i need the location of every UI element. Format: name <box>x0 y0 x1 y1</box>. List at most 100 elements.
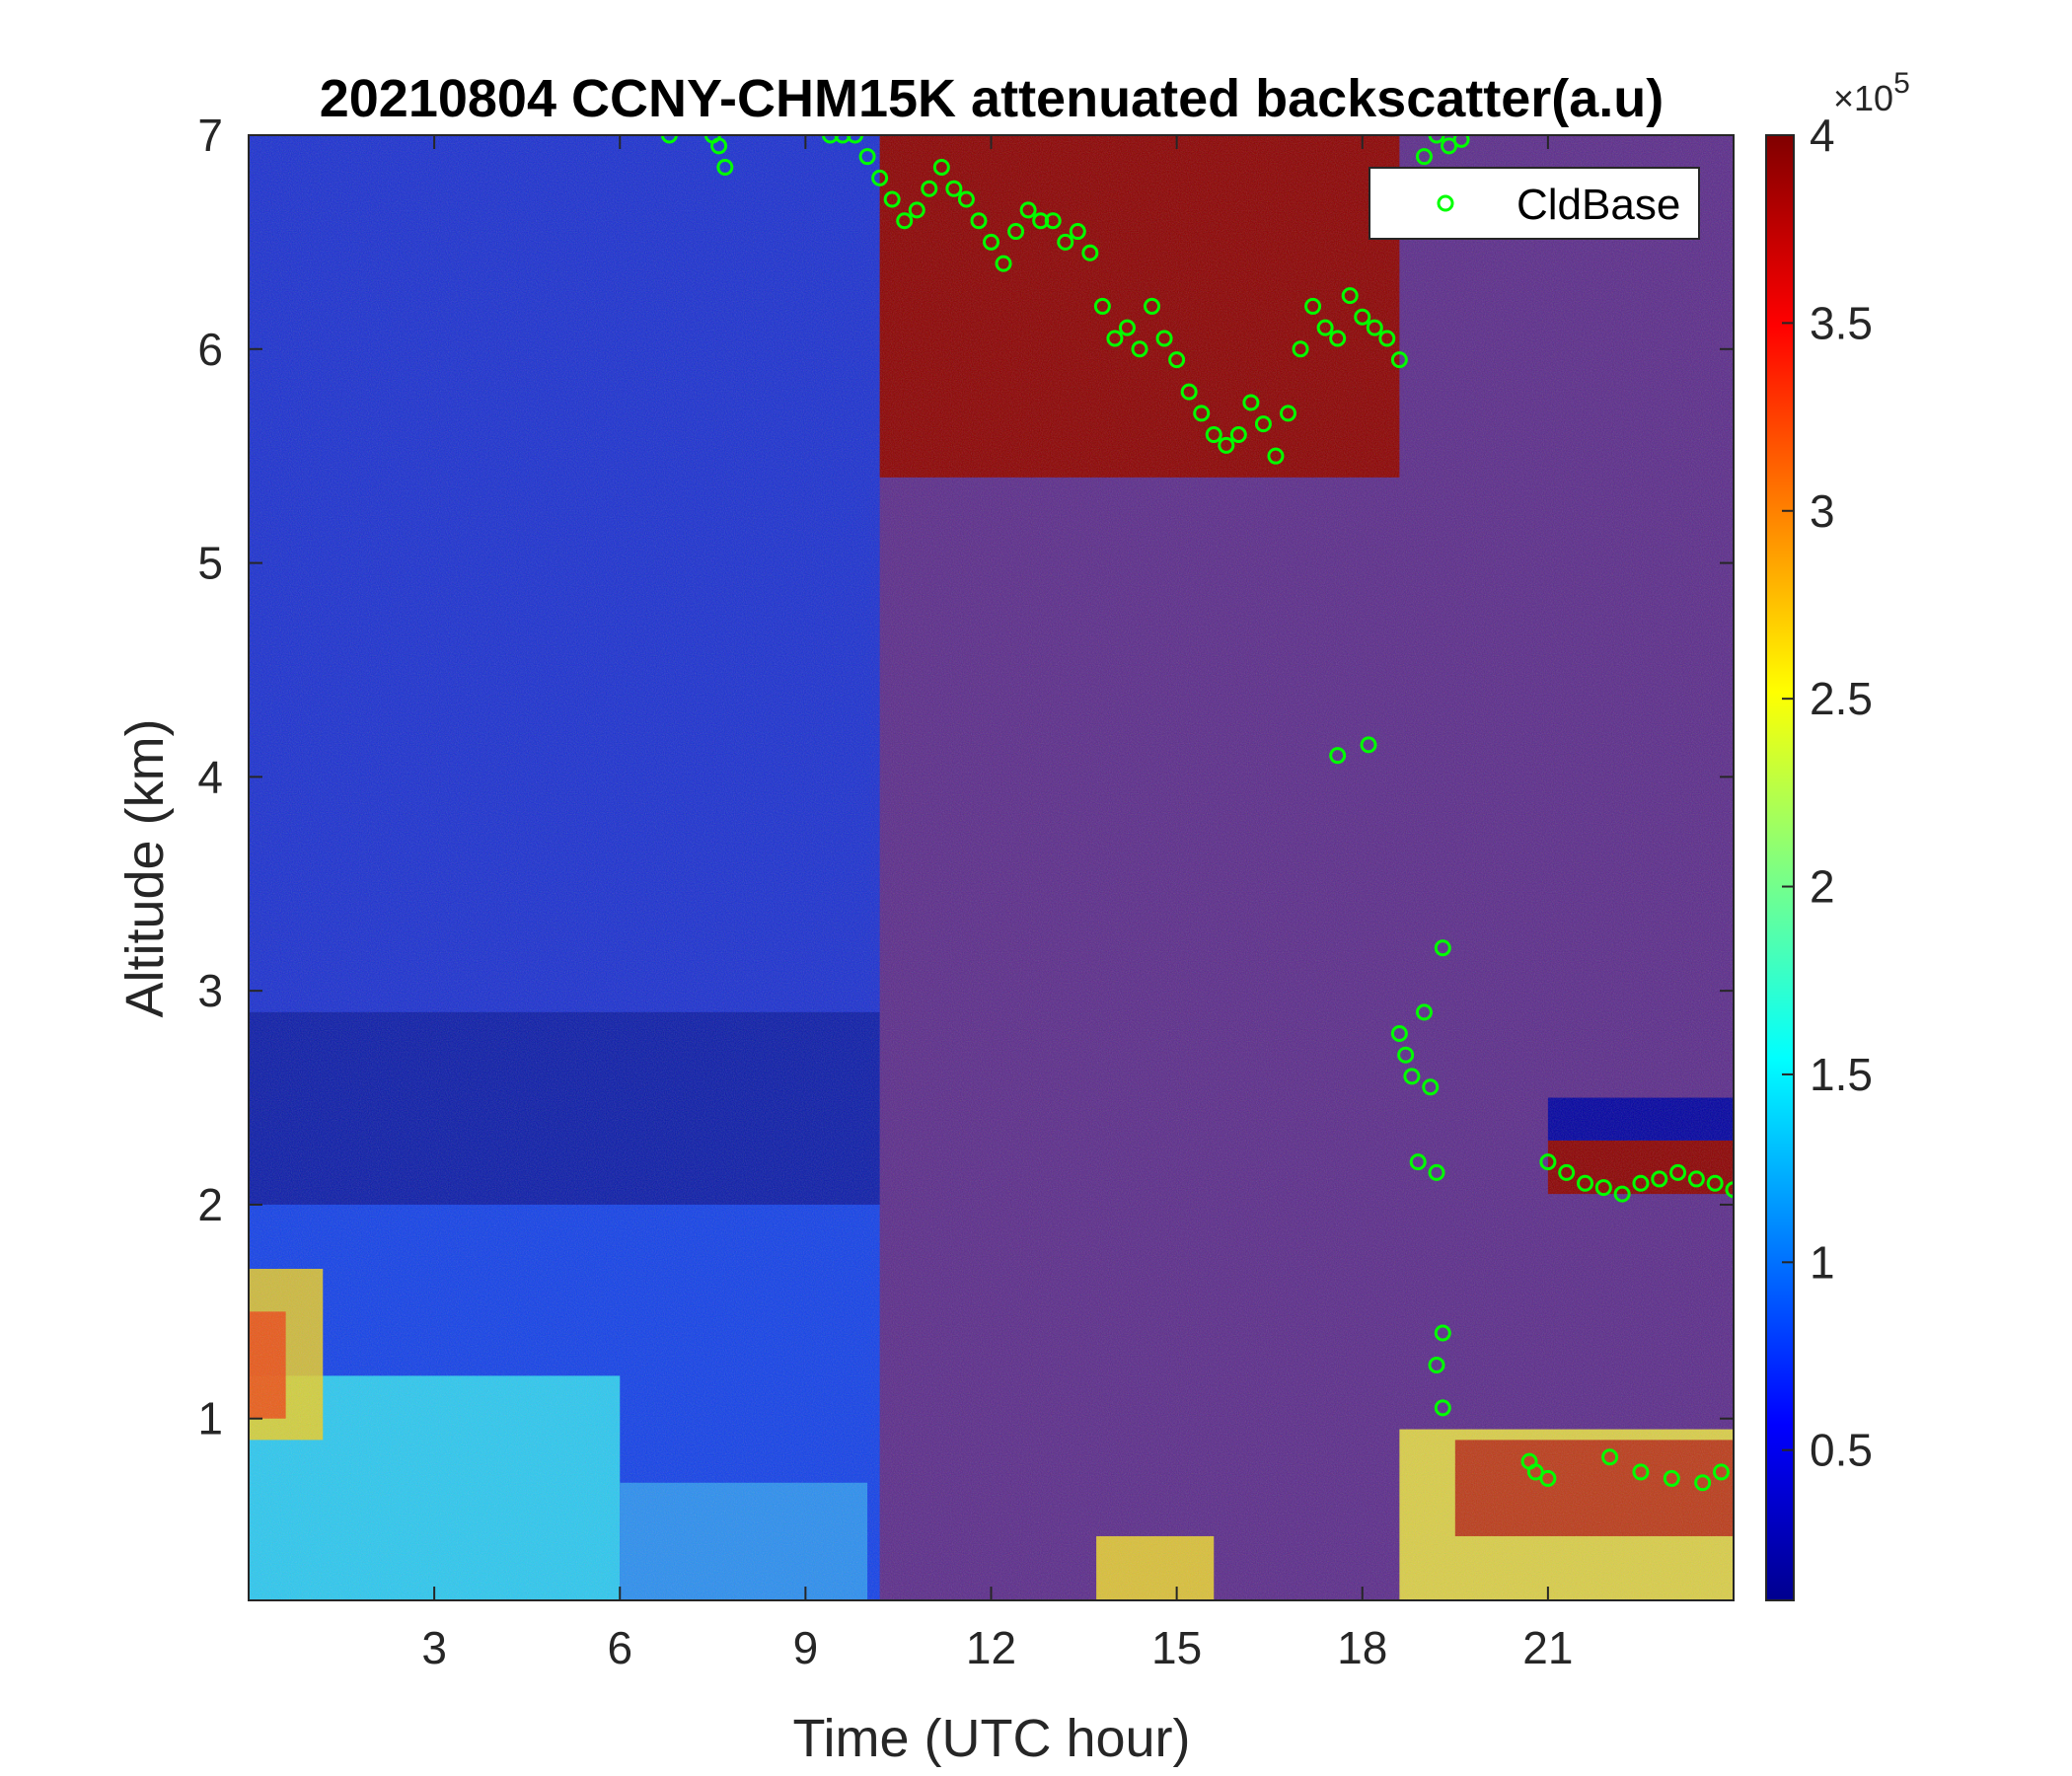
cldbase-series <box>660 135 1734 1492</box>
y-tick-label: 7 <box>197 110 223 161</box>
colorbar: 0.5 1 1.5 2 2.5 3 3.5 4 ×105 <box>1765 67 1910 1601</box>
cldbase-point <box>1434 939 1451 957</box>
cldbase-point <box>1434 1324 1451 1342</box>
cldbase-point <box>710 137 728 155</box>
cldbase-point <box>908 201 925 219</box>
x-tick-label: 6 <box>607 1622 632 1673</box>
cldbase-point <box>1155 330 1173 347</box>
y-axis-label: Altitude (km) <box>115 718 175 1017</box>
cldbase-point <box>1081 244 1099 261</box>
cldbase-point <box>1632 1463 1650 1481</box>
cldbase-point <box>834 135 851 144</box>
cldbase-point <box>1428 1357 1445 1374</box>
cldbase-point <box>1341 287 1359 305</box>
cldbase-point <box>995 255 1012 272</box>
cldbase-point <box>1422 1078 1440 1096</box>
cldbase-point <box>1069 223 1086 241</box>
cldbase-point <box>821 135 839 144</box>
cldbase-point <box>1366 319 1383 336</box>
colorbar-tick-label: 2.5 <box>1810 673 1873 724</box>
cldbase-point <box>858 148 876 166</box>
x-tick-label: 21 <box>1522 1622 1573 1673</box>
cldbase-point <box>1131 340 1148 358</box>
colorbar-exponent: ×105 <box>1833 67 1910 118</box>
cldbase-point <box>1354 308 1371 326</box>
cldbase-point <box>1168 351 1186 369</box>
cldbase-point <box>1663 1469 1680 1487</box>
x-axis-label: Time (UTC hour) <box>792 1709 1190 1768</box>
cldbase-point <box>716 159 734 177</box>
legend-marker-circle <box>1437 194 1454 212</box>
cldbase-point <box>1280 405 1296 422</box>
cldbase-point <box>1434 1399 1451 1417</box>
cldbase-point <box>1613 1185 1631 1203</box>
cldbase-point <box>932 159 950 177</box>
cldbase-point <box>1428 135 1445 144</box>
cldbase-point <box>883 190 901 208</box>
colorbar-exponent-power: 5 <box>1893 67 1910 100</box>
cldbase-point <box>1428 1163 1445 1181</box>
x-tick-label: 18 <box>1337 1622 1387 1673</box>
cldbase-point <box>1267 447 1285 465</box>
cldbase-point <box>1415 148 1433 166</box>
heatmap-noise-overlay <box>249 135 1734 1600</box>
legend-entry-cldbase: CldBase <box>1517 181 1680 229</box>
cldbase-point <box>1218 436 1235 454</box>
cldbase-point <box>1329 330 1347 347</box>
x-tick-label: 12 <box>966 1622 1016 1673</box>
cldbase-point <box>1712 1463 1730 1481</box>
cldbase-point <box>970 212 988 230</box>
cldbase-point <box>1254 415 1272 433</box>
cldbase-point <box>983 233 999 251</box>
cldbase-point <box>1687 1170 1705 1188</box>
cldbase-point <box>945 180 963 197</box>
cldbase-point <box>896 212 914 230</box>
cldbase-point <box>1539 1153 1557 1171</box>
colorbar-gradient <box>1765 134 1795 1601</box>
cldbase-point <box>957 190 975 208</box>
y-tick-label: 3 <box>197 965 223 1016</box>
cldbase-point <box>1441 137 1458 155</box>
cldbase-point <box>1390 351 1408 369</box>
cldbase-point <box>1019 201 1037 219</box>
colorbar-tick-label: 3 <box>1810 485 1835 537</box>
cldbase-point <box>1229 426 1247 444</box>
cldbase-point <box>1118 319 1136 336</box>
x-axis: 3 6 9 12 15 18 21 <box>421 135 1573 1673</box>
cldbase-point <box>1044 212 1062 230</box>
cldbase-point <box>1539 1469 1557 1487</box>
cldbase-point <box>1601 1448 1619 1466</box>
cldbase-point <box>1415 1003 1433 1021</box>
cldbase-point <box>1669 1163 1687 1181</box>
cldbase-point <box>1390 1025 1408 1043</box>
cldbase-point <box>847 135 864 144</box>
y-tick-label: 1 <box>197 1393 223 1444</box>
legend: CldBase <box>1369 167 1700 240</box>
legend-box <box>1369 167 1700 240</box>
colorbar-tick-label: 1.5 <box>1810 1049 1873 1100</box>
cldbase-point <box>1558 1163 1576 1181</box>
cldbase-point <box>921 180 938 197</box>
cldbase-point <box>1360 736 1377 754</box>
colorbar-tick-label: 4 <box>1810 110 1835 161</box>
cldbase-point <box>1409 1153 1427 1171</box>
cldbase-point <box>1452 135 1470 148</box>
cldbase-point <box>1093 297 1111 315</box>
colorbar-tick-label: 1 <box>1810 1236 1835 1288</box>
cldbase-point <box>1292 340 1309 358</box>
cldbase-point <box>1304 297 1322 315</box>
x-tick-label: 9 <box>793 1622 819 1673</box>
cldbase-point <box>1694 1474 1712 1492</box>
y-tick-label: 5 <box>197 538 223 589</box>
cldbase-point <box>1594 1179 1612 1197</box>
cldbase-point <box>1329 747 1347 765</box>
cldbase-point <box>660 135 678 144</box>
cldbase-point <box>1205 426 1222 444</box>
colorbar-exponent-base: ×10 <box>1833 78 1893 118</box>
cldbase-point <box>1193 405 1211 422</box>
chart-title: 20210804 CCNY-CHM15K attenuated backscat… <box>320 69 1665 128</box>
cldbase-point <box>1397 1046 1415 1064</box>
cldbase-point <box>1725 1181 1734 1199</box>
